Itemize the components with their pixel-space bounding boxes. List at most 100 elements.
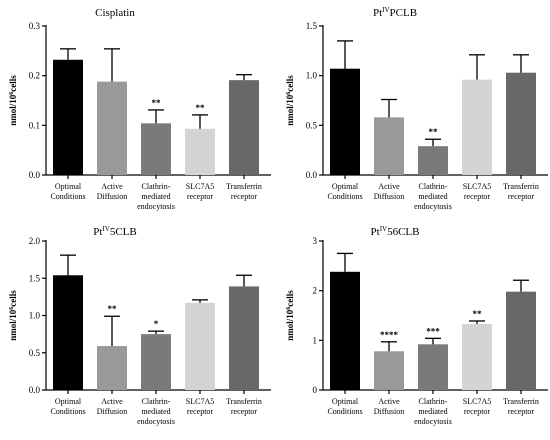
x-tick-label-line: receptor bbox=[231, 192, 258, 201]
x-tick-label-line: Conditions bbox=[327, 407, 362, 416]
bar bbox=[53, 59, 83, 176]
y-axis-label-rest: cells bbox=[285, 75, 295, 92]
bar bbox=[229, 286, 259, 390]
y-tick-label: 3 bbox=[313, 236, 318, 246]
x-tick-label-line: Active bbox=[378, 182, 400, 191]
chart-panel-1: Cisplatin nmol/106cells 0.0 0.1 0.2 0.3 Optima… bbox=[8, 7, 271, 211]
x-tick-label: Clathrin-mediated endocytosis bbox=[137, 182, 175, 211]
x-tick-label-line: mediated bbox=[418, 192, 447, 201]
chart-panel-2: PtIVPCLB nmol/106cells 0.0 0.5 1.0 1.5 Optimal… bbox=[285, 6, 548, 211]
x-tick-label-line: receptor bbox=[187, 407, 214, 416]
x-tick-label-line: receptor bbox=[464, 192, 491, 201]
bar bbox=[506, 72, 536, 175]
x-tick-label-line: Transferrin bbox=[226, 397, 262, 406]
x-tick-label: Transferrin receptor bbox=[503, 182, 539, 201]
bar bbox=[185, 128, 215, 175]
y-axis-label-main: nmol/10 bbox=[8, 94, 18, 126]
x-tick-label-line: receptor bbox=[187, 192, 214, 201]
x-tick-label: Active Diffusion bbox=[97, 397, 128, 416]
x-tick-label-line: Diffusion bbox=[374, 192, 405, 201]
x-tick-label: Optimal Conditions bbox=[50, 182, 85, 201]
x-tick-label-line: Transferrin bbox=[503, 397, 539, 406]
x-tick-label-line: endocytosis bbox=[414, 417, 452, 426]
y-tick-label: 1.0 bbox=[29, 311, 41, 321]
y-tick-label: 0.1 bbox=[29, 120, 40, 130]
x-tick-label-line: Diffusion bbox=[97, 407, 128, 416]
bar bbox=[462, 323, 492, 390]
bar bbox=[462, 79, 492, 175]
y-tick-label: 0.0 bbox=[29, 385, 41, 395]
x-tick-label-line: Active bbox=[101, 397, 123, 406]
y-axis-label-main: nmol/10 bbox=[285, 309, 295, 341]
bar bbox=[185, 302, 215, 390]
x-tick-label: Clathrin-mediated endocytosis bbox=[414, 182, 452, 211]
y-axis-label-rest: cells bbox=[8, 290, 18, 307]
x-tick-label-line: Conditions bbox=[50, 407, 85, 416]
y-tick-label: 1.5 bbox=[306, 21, 318, 31]
y-axis-label: nmol/106cells bbox=[8, 75, 18, 126]
y-axis-label-rest: cells bbox=[285, 290, 295, 307]
chart-title-superscript: IV bbox=[380, 225, 387, 233]
y-tick-label: 1.0 bbox=[306, 71, 318, 81]
x-tick-label-line: SLC7A5 bbox=[186, 182, 214, 191]
x-tick-label: Clathrin-mediated endocytosis bbox=[137, 397, 175, 426]
bar bbox=[374, 117, 404, 175]
x-tick-label-line: Active bbox=[378, 397, 400, 406]
x-tick-label-line: Conditions bbox=[50, 192, 85, 201]
x-tick-label-line: mediated bbox=[418, 407, 447, 416]
x-tick-label-line: endocytosis bbox=[137, 417, 175, 426]
bar bbox=[506, 291, 536, 390]
significance-label: ** bbox=[108, 304, 118, 314]
bar bbox=[418, 344, 448, 390]
x-tick-label-line: Clathrin- bbox=[419, 397, 448, 406]
chart-title-superscript: IV bbox=[382, 6, 389, 14]
y-tick-label: 0.5 bbox=[29, 348, 41, 358]
bar bbox=[418, 146, 448, 175]
significance-label: ** bbox=[196, 103, 206, 113]
significance-label: ** bbox=[429, 127, 439, 137]
chart-title-rest: PCLB bbox=[390, 7, 418, 19]
y-tick-label: 0.0 bbox=[29, 170, 41, 180]
chart-title: PtIV5CLB bbox=[93, 225, 136, 238]
x-tick-label: SLC7A5 receptor bbox=[186, 182, 214, 201]
y-tick-label: 0 bbox=[313, 385, 318, 395]
y-axis-label-superscript: 6 bbox=[286, 307, 292, 310]
x-tick-label-line: SLC7A5 bbox=[186, 397, 214, 406]
y-tick-label: 0.3 bbox=[29, 21, 41, 31]
x-tick-label-line: Diffusion bbox=[374, 407, 405, 416]
x-tick-label: Optimal Conditions bbox=[327, 397, 362, 416]
y-tick-label: 0.0 bbox=[306, 170, 318, 180]
y-tick-label: 0.5 bbox=[306, 120, 318, 130]
x-tick-label-line: mediated bbox=[141, 407, 170, 416]
x-tick-label: Optimal Conditions bbox=[50, 397, 85, 416]
y-axis-label-superscript: 6 bbox=[286, 92, 292, 95]
x-tick-label-line: receptor bbox=[231, 407, 258, 416]
y-axis-label-main: nmol/10 bbox=[285, 94, 295, 126]
y-tick-label: 2.0 bbox=[29, 236, 41, 246]
bar bbox=[229, 80, 259, 175]
significance-label: ** bbox=[152, 98, 162, 108]
y-axis-label: nmol/106cells bbox=[285, 290, 295, 341]
chart-title-main: Pt bbox=[373, 7, 382, 19]
y-axis-label: nmol/106cells bbox=[8, 290, 18, 341]
bar bbox=[374, 351, 404, 390]
x-tick-label-line: Diffusion bbox=[97, 192, 128, 201]
x-tick-label-line: receptor bbox=[508, 192, 535, 201]
chart-title-rest: 56CLB bbox=[387, 226, 419, 238]
chart-title: PtIVPCLB bbox=[373, 6, 417, 19]
chart-title-rest: 5CLB bbox=[110, 226, 137, 238]
x-tick-label: Active Diffusion bbox=[374, 182, 405, 201]
x-tick-label-line: Conditions bbox=[327, 192, 362, 201]
x-tick-label-line: receptor bbox=[464, 407, 491, 416]
x-tick-label-line: receptor bbox=[508, 407, 535, 416]
x-tick-label-line: Optimal bbox=[332, 182, 359, 191]
x-tick-label: Optimal Conditions bbox=[327, 182, 362, 201]
bar bbox=[53, 275, 83, 390]
x-tick-label: SLC7A5 receptor bbox=[463, 397, 491, 416]
x-tick-label-line: Clathrin- bbox=[142, 182, 171, 191]
y-tick-label: 1.5 bbox=[29, 273, 41, 283]
x-tick-label-line: Transferrin bbox=[226, 182, 262, 191]
x-tick-label-line: Optimal bbox=[55, 397, 82, 406]
x-tick-label-line: Optimal bbox=[332, 397, 359, 406]
